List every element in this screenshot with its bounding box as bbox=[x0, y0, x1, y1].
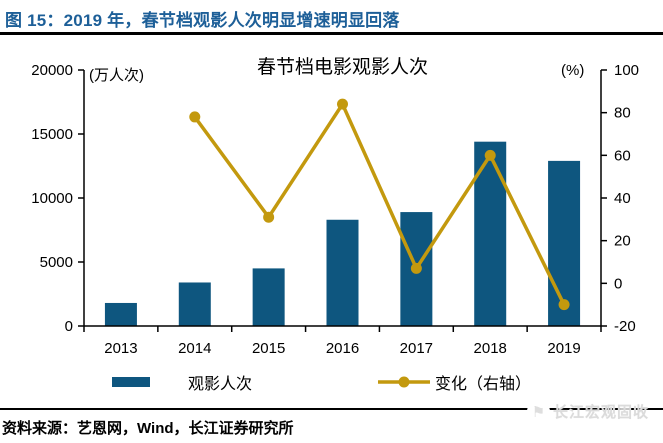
left-axis-tick-label: 10000 bbox=[31, 190, 73, 207]
left-axis-tick-label: 15000 bbox=[31, 126, 73, 143]
left-axis-tick-label: 20000 bbox=[31, 62, 73, 79]
line-series-swatch-icon bbox=[378, 376, 430, 388]
left-axis-unit-label: (万人次) bbox=[89, 67, 144, 84]
bar-2015 bbox=[252, 268, 285, 326]
line-marker bbox=[558, 299, 570, 311]
right-axis-tick-label: 0 bbox=[614, 275, 622, 292]
left-axis-tick-label: 0 bbox=[65, 318, 73, 335]
x-axis-label-2014: 2014 bbox=[178, 340, 211, 357]
chart-title: 春节档电影观影人次 bbox=[256, 57, 428, 78]
bar-2013 bbox=[104, 302, 137, 326]
change-line bbox=[193, 100, 566, 306]
x-axis-label-2013: 2013 bbox=[104, 340, 137, 357]
x-axis-label-2015: 2015 bbox=[252, 340, 285, 357]
left-axis-tick-label: 5000 bbox=[40, 254, 73, 271]
chart-legend: 观影人次 变化（右轴） bbox=[0, 371, 663, 393]
bar-2016 bbox=[326, 219, 359, 326]
bar-2014 bbox=[178, 282, 211, 326]
legend-label-line: 变化（右轴） bbox=[435, 376, 532, 393]
bar-2019 bbox=[548, 160, 581, 326]
bar-series-swatch-icon bbox=[112, 377, 150, 387]
x-axis-label-2019: 2019 bbox=[547, 340, 580, 357]
x-axis-label-2018: 2018 bbox=[474, 340, 507, 357]
right-axis-tick-label: 40 bbox=[614, 190, 631, 207]
publisher-logo-text: 长江宏观固收 bbox=[553, 404, 650, 421]
line-marker bbox=[410, 262, 422, 274]
right-axis-tick-label: 20 bbox=[614, 233, 631, 250]
line-marker bbox=[484, 149, 496, 161]
source-divider-line bbox=[0, 408, 663, 410]
line-marker bbox=[337, 98, 348, 110]
flag-icon: ⚑ bbox=[527, 400, 550, 423]
right-axis-tick-label: 60 bbox=[614, 147, 631, 164]
caption-divider-line bbox=[0, 32, 663, 35]
right-axis-tick-label: 100 bbox=[614, 62, 639, 79]
right-axis-tick-label: 80 bbox=[614, 105, 631, 122]
legend-item-bars: 观影人次 bbox=[112, 371, 252, 393]
right-axis-unit-label: (%) bbox=[561, 62, 585, 79]
legend-label-bars: 观影人次 bbox=[188, 376, 253, 393]
x-axis-label-2017: 2017 bbox=[400, 340, 433, 357]
publisher-watermark: ⚑ 长江宏观固收 bbox=[527, 400, 649, 423]
source-note: 资料来源：艺恩网，Wind，长江证券研究所 bbox=[2, 420, 294, 437]
line-marker bbox=[189, 111, 201, 123]
x-axis-label-2016: 2016 bbox=[326, 340, 359, 357]
right-axis-tick-label: -20 bbox=[614, 318, 636, 335]
chart-plot: 0 5000 10000 15000 20000 -20 0 20 40 60 80 100 2013 2… bbox=[31, 62, 639, 357]
legend-item-line: 变化（右轴） bbox=[377, 371, 531, 393]
figure-caption: 图 15：2019 年，春节档观影人次明显增速明显回落 bbox=[5, 11, 400, 30]
line-marker bbox=[263, 211, 275, 223]
